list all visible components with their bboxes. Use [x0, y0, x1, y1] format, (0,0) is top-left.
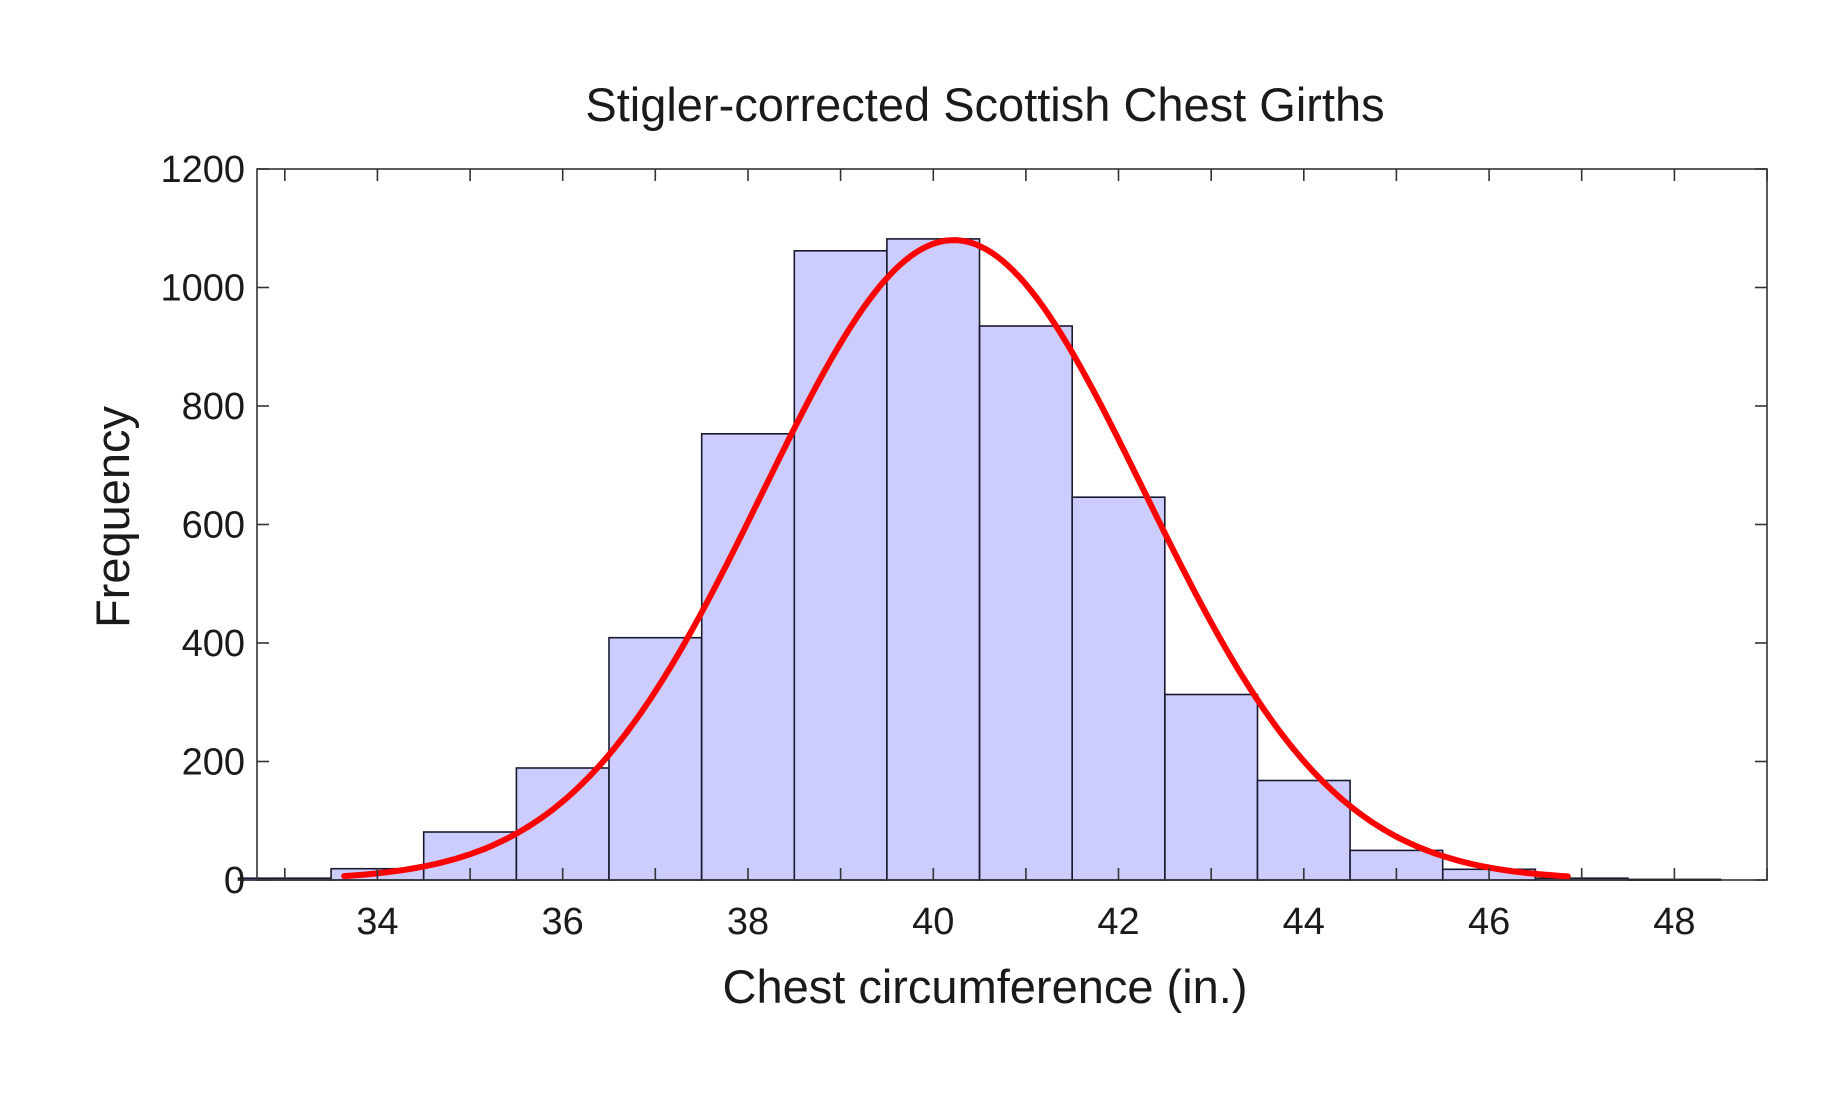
y-tick-label: 0	[224, 860, 245, 902]
histogram-bar	[793, 250, 888, 881]
x-tick-label: 42	[1097, 901, 1139, 943]
y-tick-label: 400	[182, 623, 245, 665]
y-axis-label: Frequency	[86, 405, 139, 628]
histogram-bar	[886, 238, 981, 881]
chart-title: Stigler-corrected Scottish Chest Girths	[585, 78, 1384, 131]
histogram-bar	[1164, 693, 1259, 881]
histogram-bar	[608, 636, 703, 881]
x-tick-label: 38	[727, 901, 769, 943]
histogram-bar	[700, 432, 796, 881]
y-tick-label: 200	[182, 742, 245, 784]
histogram-bar	[1256, 779, 1351, 881]
ticks-layer	[257, 168, 1768, 881]
histogram-bar	[978, 325, 1073, 881]
x-tick-label: 36	[542, 901, 584, 943]
x-axis-label: Chest circumference (in.)	[723, 960, 1248, 1013]
y-tick-label: 800	[182, 386, 245, 428]
y-tick-label: 1200	[160, 149, 245, 191]
bars-layer	[237, 238, 1722, 882]
x-tick-label: 48	[1653, 901, 1695, 943]
histogram-bar	[1071, 496, 1166, 881]
x-tick-label: 34	[356, 901, 398, 943]
x-tick-label: 40	[912, 901, 954, 943]
tick-labels-layer: 34 36 38 40 42 44 46 48 0 200 400 600 800 1000 1200	[160, 149, 1695, 943]
normal-fit-curve	[341, 237, 1571, 880]
y-tick-label: 600	[182, 505, 245, 547]
x-tick-label: 44	[1283, 901, 1325, 943]
x-tick-label: 46	[1468, 901, 1510, 943]
y-tick-label: 1000	[160, 268, 245, 310]
